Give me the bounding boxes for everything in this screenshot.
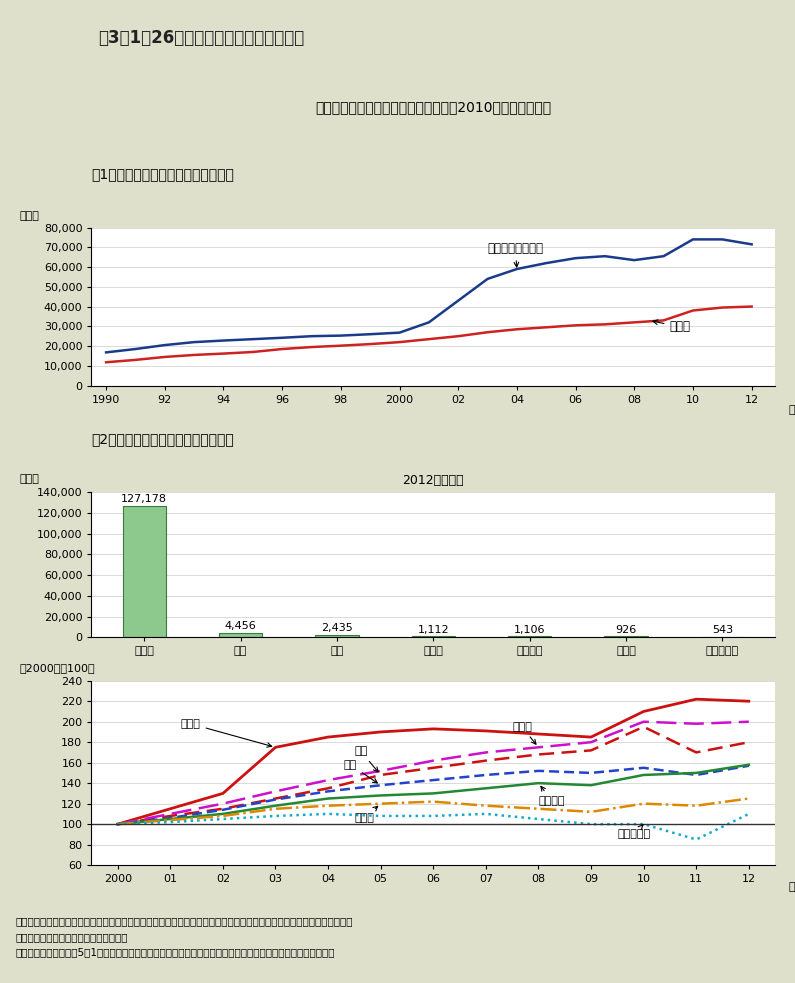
Text: 第3－1－26図　我が国への留学生の動向: 第3－1－26図 我が国への留学生の動向 [99,29,304,47]
Text: 1,106: 1,106 [514,625,545,635]
Text: （人）: （人） [20,211,40,221]
Text: 2,435: 2,435 [321,623,353,633]
Text: 926: 926 [615,625,637,635]
Text: 欧州: 欧州 [355,746,378,772]
Text: 中近東: 中近東 [355,806,378,823]
Text: 我が国への留学生は増加傾向ながらも2010年以降減少傾向: 我が国への留学生は増加傾向ながらも2010年以降減少傾向 [315,100,552,115]
Text: （1）在学課程別で見た留学生の動向: （1）在学課程別で見た留学生の動向 [91,167,235,181]
Text: （備考）１．文部科学省「留学生受入れの概況」、日本学生支援機構「外国人留学生在籍状況調査についてー留学生受入: （備考）１．文部科学省「留学生受入れの概況」、日本学生支援機構「外国人留学生在籍… [16,916,354,926]
Text: 543: 543 [712,625,733,635]
Text: （2000年＝100）: （2000年＝100） [20,664,95,673]
Text: 学部・短期大学等: 学部・短期大学等 [487,242,544,267]
Text: 中南米: 中南米 [512,722,536,744]
Text: アジア: アジア [180,719,272,747]
Text: れの概況－」により作成。: れの概況－」により作成。 [16,932,129,942]
Bar [122,505,166,637]
Text: （年度）: （年度） [789,882,795,892]
Bar [508,636,551,637]
Text: 北米: 北米 [344,760,378,782]
Text: 127,178: 127,178 [121,494,167,504]
Text: 大学院: 大学院 [653,319,691,333]
Text: 2012年度時点: 2012年度時点 [402,474,464,487]
Text: ２．各年度の5月1日現在の状況。なお、日本語教育機関に在籍する外国人留学生数は含まれていない。: ２．各年度の5月1日現在の状況。なお、日本語教育機関に在籍する外国人留学生数は含… [16,948,335,957]
Text: 1,112: 1,112 [417,625,449,635]
Text: アフリカ: アフリカ [538,786,565,806]
Bar [412,636,455,637]
Text: （年度）: （年度） [789,405,795,415]
Bar [316,635,359,637]
Text: （人）: （人） [20,474,40,484]
Text: （2）出身地域別で見た留学生の動向: （2）出身地域別で見た留学生の動向 [91,432,235,446]
Text: 4,456: 4,456 [225,621,257,631]
Bar [219,633,262,637]
Text: オセアニア: オセアニア [618,825,650,839]
